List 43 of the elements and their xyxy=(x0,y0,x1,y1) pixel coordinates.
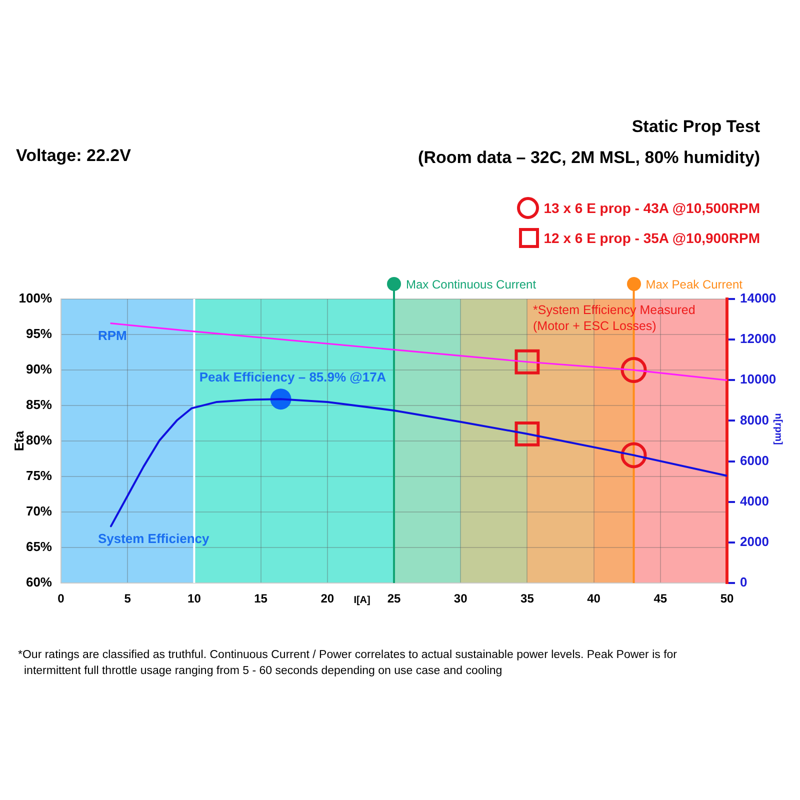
ref-line-label: Max Peak Current xyxy=(646,277,744,292)
y-tick-label: 90% xyxy=(26,362,52,377)
x-axis-title: I[A] xyxy=(354,594,370,606)
x-tick-label: 35 xyxy=(520,592,534,606)
text: Voltage: 22.2V xyxy=(16,146,131,166)
x-tick-label: 15 xyxy=(254,592,268,606)
y2-tick-label: 6000 xyxy=(740,452,769,468)
annotation: Peak Efficiency – 85.9% @17A xyxy=(199,370,387,385)
x-tick-label: 40 xyxy=(587,592,601,606)
series-label: RPM xyxy=(98,328,127,343)
y2-tick-label: 12000 xyxy=(740,331,776,346)
y2-axis-title: n[rpm] xyxy=(772,413,784,445)
point xyxy=(514,421,540,446)
y-axis-title: Eta xyxy=(11,430,26,452)
y2-tick-label: 2000 xyxy=(740,534,769,550)
chart-subtitle: (Room data – 32C, 2M MSL, 80% humidity) xyxy=(418,148,760,168)
text: *Our ratings are classified as truthful. Continuous Current / Power correlates to actual sustainable power levels. Peak Power is for intermittent full throttle usage ranging from 5 - 60 seconds depending on use case and cooling xyxy=(18,648,678,679)
x-tick-label: 45 xyxy=(654,592,668,606)
x-tick-label: 30 xyxy=(454,592,468,606)
ref-line-label: Max Continuous Current xyxy=(406,277,537,292)
x-tick-label: 0 xyxy=(58,592,65,606)
x-tick-label: 10 xyxy=(188,592,202,606)
x-tick-label: 25 xyxy=(387,592,401,606)
x-tick-label: 50 xyxy=(720,592,734,606)
y2-tick-label: 10000 xyxy=(740,372,776,387)
y-tick-label: 100% xyxy=(18,290,52,306)
legend-label: 12 x 6 E prop - 35A @10,900RPM xyxy=(544,230,760,246)
y-tick-label: 65% xyxy=(26,539,52,554)
y2-tick-label: 4000 xyxy=(740,493,769,508)
y-tick-label: 70% xyxy=(26,504,52,519)
y2-tick-label: 14000 xyxy=(740,290,776,306)
x-tick-label: 5 xyxy=(124,592,132,606)
point xyxy=(620,442,647,468)
y-tick-label: 95% xyxy=(26,326,52,342)
chart-title: Static Prop Test xyxy=(632,117,760,137)
y-tick-label: 75% xyxy=(26,468,52,484)
y2-tick-label: 0 xyxy=(740,574,748,590)
y-tick-label: 80% xyxy=(26,432,52,448)
x-tick-label: 20 xyxy=(320,592,334,606)
y2-tick-label: 8000 xyxy=(740,412,769,428)
y-tick-label: 60% xyxy=(26,574,52,590)
legend-label: 13 x 6 E prop - 43A @10,500RPM xyxy=(544,200,760,216)
y-tick-label: 85% xyxy=(26,397,52,412)
